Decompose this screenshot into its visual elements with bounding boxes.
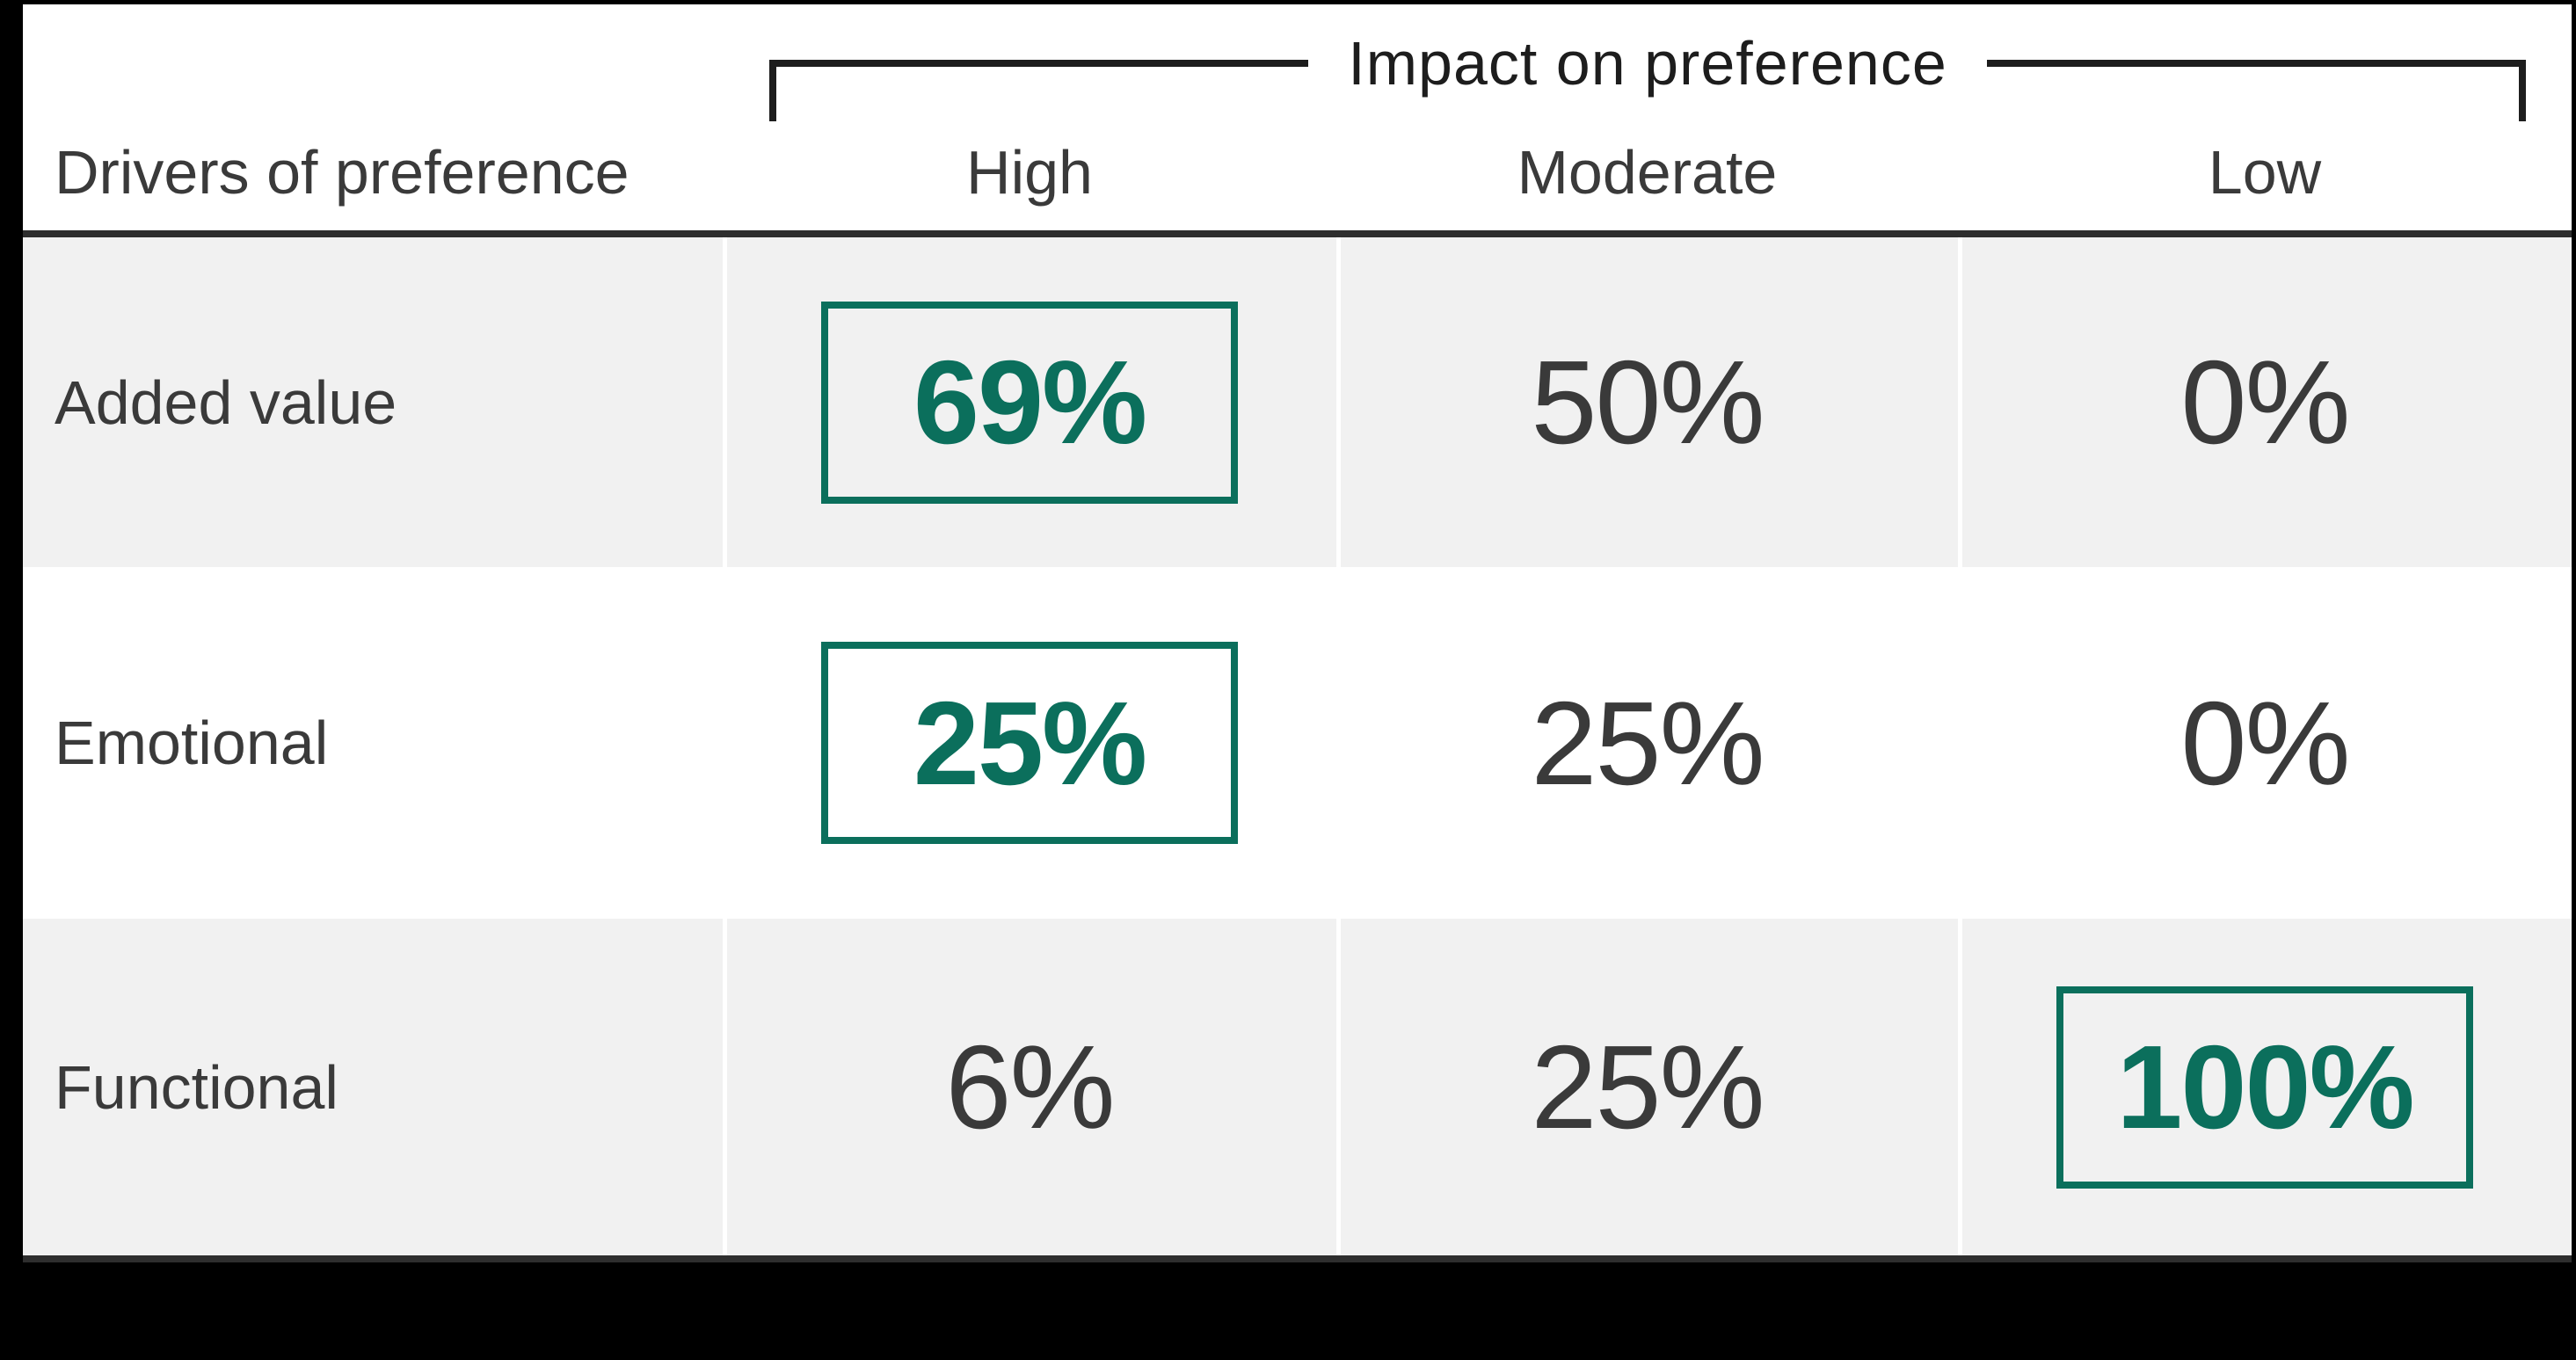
- cell-value: 69%: [913, 336, 1147, 469]
- cell-added-value-moderate: 50%: [1336, 237, 1958, 567]
- highlight-box: 69%: [821, 301, 1238, 504]
- cell-emotional-low: 0%: [1958, 567, 2572, 919]
- cell-value: 50%: [1531, 336, 1765, 469]
- header-divider-line: [23, 230, 2572, 237]
- table-card: Impact on preference Drivers of preferen…: [23, 4, 2572, 1262]
- highlight-box: 25%: [821, 642, 1238, 844]
- bottom-border-line: [23, 1255, 2572, 1262]
- cell-functional-moderate: 25%: [1336, 919, 1958, 1255]
- cell-emotional-high: 25%: [723, 567, 1336, 919]
- column-header-moderate: Moderate: [1517, 138, 1778, 207]
- bracket-line-left: [769, 60, 1309, 67]
- cell-value: 25%: [913, 676, 1147, 810]
- table-row-emotional: Emotional 25% 25% 0%: [23, 567, 2572, 919]
- row-label-emotional: Emotional: [55, 709, 329, 777]
- cell-value: 6%: [945, 1021, 1115, 1153]
- cell-added-value-low: 0%: [1958, 237, 2572, 567]
- cell-value: 25%: [1531, 676, 1765, 810]
- column-header-low: Low: [2208, 138, 2322, 207]
- cell-value: 100%: [2116, 1021, 2414, 1153]
- header-row: Drivers of preference High Moderate Low: [23, 4, 2572, 230]
- cell-added-value-high: 69%: [723, 237, 1336, 567]
- cell-emotional-moderate: 25%: [1336, 567, 1958, 919]
- cell-value: 0%: [2180, 336, 2350, 469]
- cell-functional-low: 100%: [1958, 919, 2572, 1255]
- row-label-added-value: Added value: [55, 367, 397, 437]
- row-label-functional: Functional: [55, 1052, 338, 1122]
- cell-functional-high: 6%: [723, 919, 1336, 1255]
- table-row-functional: Functional 6% 25% 100%: [23, 919, 2572, 1255]
- cell-value: 0%: [2180, 676, 2350, 810]
- column-header-high: High: [966, 138, 1093, 207]
- column-group-label: Impact on preference: [1348, 29, 1947, 98]
- table-row-added-value: Added value 69% 50% 0%: [23, 237, 2572, 567]
- row-header-title: Drivers of preference: [55, 138, 629, 207]
- cell-value: 25%: [1531, 1021, 1765, 1153]
- highlight-box: 100%: [2056, 985, 2473, 1189]
- bracket-line-right: [1986, 60, 2527, 67]
